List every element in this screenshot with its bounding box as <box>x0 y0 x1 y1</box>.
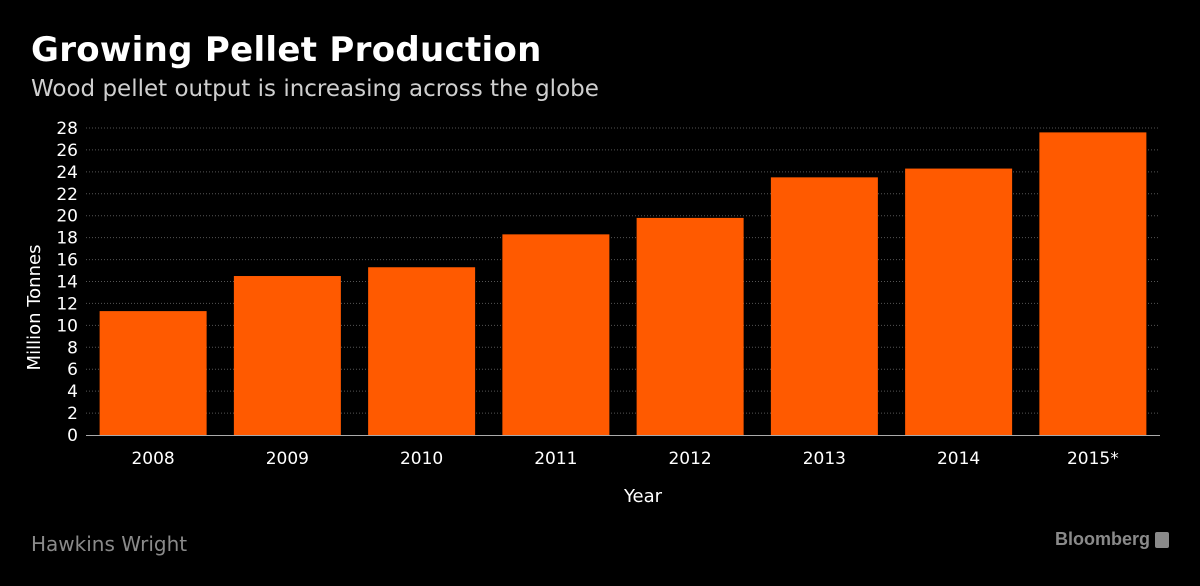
bar-2012 <box>636 217 744 435</box>
bar-2009 <box>233 276 341 435</box>
brand-logo-text: Bloomberg <box>1054 529 1150 549</box>
source-label: Hawkins Wright <box>31 532 188 556</box>
x-tick-label: 2008 <box>131 449 174 469</box>
chart-title: Growing Pellet Production <box>31 30 542 70</box>
x-tick-label: 2015* <box>1067 449 1119 469</box>
bar-2014 <box>905 168 1013 435</box>
bar-2008 <box>99 311 207 435</box>
x-tick-label: 2013 <box>803 449 846 469</box>
y-tick-label: 18 <box>56 229 78 249</box>
x-tick-label: 2012 <box>668 449 711 469</box>
y-tick-label: 22 <box>56 185 78 205</box>
x-tick-label: 2009 <box>266 449 309 469</box>
x-tick-label: 2014 <box>937 449 980 469</box>
y-tick-label: 14 <box>56 273 78 293</box>
bar-2010 <box>368 267 476 435</box>
chart-subtitle: Wood pellet output is increasing across … <box>31 76 599 102</box>
y-tick-label: 0 <box>67 426 78 446</box>
y-tick-label: 4 <box>67 382 78 402</box>
bar-2015 <box>1039 132 1147 435</box>
y-tick-label: 20 <box>56 207 78 227</box>
y-tick-label: 26 <box>56 141 78 161</box>
x-axis-label: Year <box>623 486 663 507</box>
x-axis-ticks: 2008 2009 2010 2011 2012 2013 2014 2015* <box>131 449 1118 469</box>
x-tick-label: 2010 <box>400 449 443 469</box>
y-tick-label: 24 <box>56 163 78 183</box>
y-axis-label: Million Tonnes <box>24 245 45 371</box>
y-tick-label: 2 <box>67 404 78 424</box>
y-tick-label: 10 <box>56 316 78 336</box>
bloomberg-mark-icon <box>1155 532 1169 548</box>
y-tick-label: 28 <box>56 119 78 139</box>
x-tick-label: 2011 <box>534 449 577 469</box>
y-tick-label: 16 <box>56 251 78 271</box>
bar-2013 <box>770 177 878 435</box>
bars <box>99 132 1147 435</box>
y-tick-label: 6 <box>67 360 78 380</box>
y-tick-label: 12 <box>56 294 78 314</box>
y-tick-label: 8 <box>67 338 78 358</box>
bar-2011 <box>502 234 610 435</box>
